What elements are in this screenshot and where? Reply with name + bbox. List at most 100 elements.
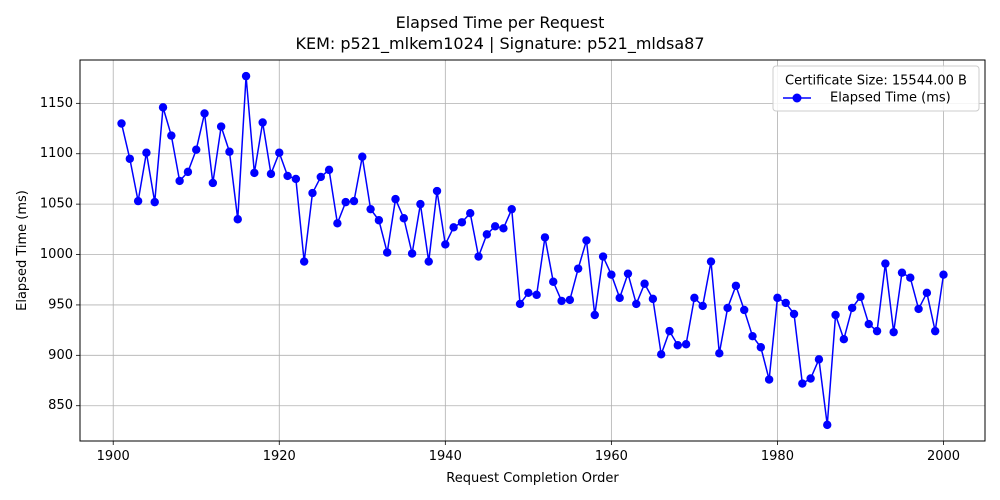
y-tick-label: 1150 xyxy=(40,96,73,111)
data-point xyxy=(499,224,508,233)
data-point xyxy=(673,341,682,350)
y-tick-label: 850 xyxy=(48,398,73,413)
data-point xyxy=(906,273,915,282)
data-point xyxy=(524,288,533,298)
data-point xyxy=(299,257,309,266)
data-point xyxy=(125,154,135,163)
data-point xyxy=(200,109,209,118)
data-point xyxy=(258,118,267,127)
data-point xyxy=(623,269,633,278)
data-point xyxy=(656,350,666,359)
data-point xyxy=(291,174,301,184)
data-point xyxy=(798,379,807,388)
data-point xyxy=(930,326,940,336)
data-point xyxy=(540,233,550,242)
y-tick-label: 950 xyxy=(48,297,73,312)
data-point xyxy=(324,165,334,175)
data-point xyxy=(490,222,500,231)
legend-box xyxy=(772,65,980,112)
data-point xyxy=(150,197,159,207)
data-point xyxy=(864,319,873,329)
y-tick-label: 1000 xyxy=(40,247,73,262)
data-point xyxy=(233,215,242,224)
data-point xyxy=(192,145,201,154)
data-point xyxy=(640,279,649,288)
x-tick-label: 1980 xyxy=(761,449,794,464)
data-point xyxy=(175,176,184,186)
data-point xyxy=(939,270,948,279)
data-point xyxy=(773,293,782,303)
data-point xyxy=(374,216,384,225)
data-point xyxy=(158,103,168,112)
x-axis-label: Request Completion Order xyxy=(446,471,619,486)
data-point xyxy=(698,301,707,311)
data-point xyxy=(789,309,799,319)
data-point xyxy=(167,131,176,140)
y-tick-label: 1050 xyxy=(40,197,73,212)
data-point xyxy=(333,219,342,228)
data-point xyxy=(897,268,907,277)
data-point xyxy=(308,188,317,198)
data-point xyxy=(266,169,276,179)
data-point xyxy=(474,252,483,261)
data-point xyxy=(781,298,790,308)
data-point xyxy=(133,196,143,206)
data-point xyxy=(565,295,575,305)
data-point xyxy=(391,194,400,204)
data-point xyxy=(806,374,815,383)
data-point xyxy=(117,119,126,128)
x-tick-label: 1920 xyxy=(263,449,296,464)
data-point xyxy=(632,299,641,309)
chart-subtitle: KEM: p521_mlkem1024 | Signature: p521_ml… xyxy=(295,34,705,53)
y-axis-label: Elapsed Time (ms) xyxy=(15,190,30,311)
data-point xyxy=(225,147,234,156)
data-point xyxy=(383,248,392,257)
data-point xyxy=(407,249,417,258)
data-point xyxy=(441,240,450,249)
data-point xyxy=(283,171,292,181)
data-point xyxy=(590,310,599,320)
data-point xyxy=(424,257,433,266)
data-point xyxy=(748,331,757,341)
data-point xyxy=(432,186,442,196)
data-point xyxy=(142,148,151,157)
data-point xyxy=(756,343,766,352)
data-point xyxy=(922,288,932,298)
data-point xyxy=(764,375,774,384)
data-point xyxy=(416,199,425,209)
data-point xyxy=(275,148,284,157)
data-point xyxy=(598,252,608,261)
data-point xyxy=(665,326,674,336)
x-tick-label: 2000 xyxy=(927,449,960,464)
series-layer xyxy=(117,71,948,430)
data-point xyxy=(847,303,857,313)
data-point xyxy=(914,304,923,314)
data-point xyxy=(349,196,359,206)
data-point xyxy=(466,209,475,218)
grid xyxy=(80,60,985,441)
x-tick-label: 1960 xyxy=(595,449,628,464)
data-point xyxy=(889,327,898,337)
data-point xyxy=(216,122,226,131)
data-point xyxy=(358,152,367,161)
data-point xyxy=(316,172,325,182)
legend-marker-swatch xyxy=(792,93,802,103)
data-point xyxy=(482,230,492,239)
data-point xyxy=(607,270,616,279)
data-point xyxy=(831,310,840,320)
data-point xyxy=(457,218,467,227)
data-point xyxy=(856,292,865,302)
data-point xyxy=(399,214,409,223)
y-tick-label: 1100 xyxy=(40,146,73,161)
data-point xyxy=(648,294,658,304)
axis-ticks: 1900 1920 1940 1960 1980 2000 850 900 950 1000 105… xyxy=(40,96,960,464)
data-point xyxy=(549,277,558,286)
data-point xyxy=(532,290,541,300)
data-point xyxy=(839,335,849,344)
data-point xyxy=(615,293,624,303)
data-point xyxy=(872,326,882,336)
data-point xyxy=(690,293,699,303)
series-line xyxy=(120,75,945,426)
chart-title: Elapsed Time per Request xyxy=(395,13,605,32)
